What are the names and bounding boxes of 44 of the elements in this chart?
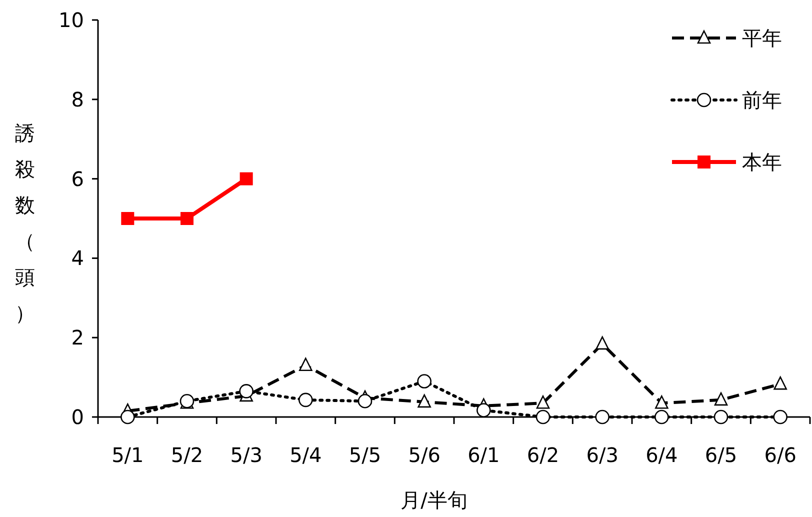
legend-label: 本年 — [742, 150, 782, 174]
point — [773, 410, 788, 424]
point — [654, 410, 669, 424]
y-axis-title: 誘殺数（頭） — [15, 121, 35, 325]
point — [240, 172, 253, 186]
point — [358, 394, 372, 408]
point — [121, 212, 134, 225]
point — [714, 392, 728, 406]
point — [239, 384, 254, 398]
point — [714, 410, 728, 424]
point — [417, 374, 432, 388]
legend-label: 前年 — [742, 88, 782, 112]
y-tick-label: 2 — [71, 326, 84, 350]
x-tick-label: 6/2 — [526, 443, 560, 467]
x-tick-label: 6/5 — [704, 443, 738, 467]
x-tick-label: 5/2 — [170, 443, 204, 467]
x-tick-label: 5/3 — [230, 443, 262, 467]
y-tick-label: 8 — [71, 87, 84, 112]
point — [536, 395, 550, 409]
point — [418, 394, 431, 408]
x-tick-label: 5/5 — [348, 443, 382, 467]
legend-label: 平年 — [742, 26, 782, 50]
x-tick-label: 6/3 — [586, 443, 618, 467]
x-tick-label: 5/6 — [408, 443, 440, 467]
point — [180, 212, 194, 225]
x-tick-label: 6/4 — [646, 443, 678, 467]
point — [476, 403, 491, 418]
point — [655, 395, 668, 409]
x-tick-label: 5/4 — [290, 443, 322, 467]
x-tick-label: 6/1 — [468, 443, 500, 467]
point — [120, 410, 135, 424]
x-tick-label: 5/1 — [112, 443, 144, 467]
point — [298, 392, 313, 408]
point — [299, 358, 312, 372]
point — [774, 376, 787, 390]
y-tick-label: 4 — [71, 246, 84, 270]
x-axis-title: 月/半旬 — [400, 488, 468, 512]
y-tick-label: 0 — [71, 405, 84, 429]
y-tick-label: 6 — [71, 166, 84, 191]
point — [596, 336, 609, 350]
y-tick-label: 10 — [58, 8, 84, 32]
x-tick-label: 6/6 — [764, 443, 796, 467]
point — [595, 410, 610, 424]
point — [536, 410, 550, 424]
